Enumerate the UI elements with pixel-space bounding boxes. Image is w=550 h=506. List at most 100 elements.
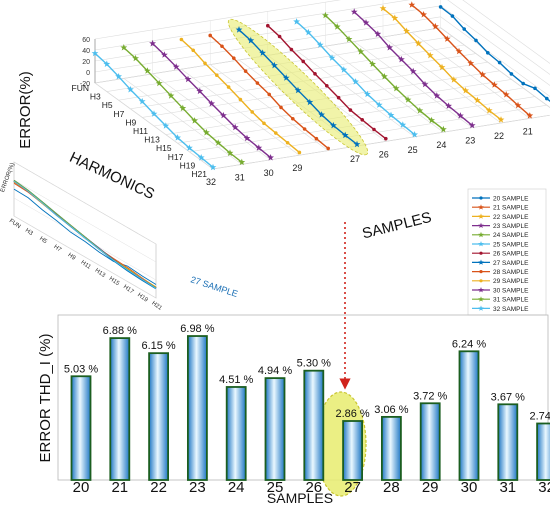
series-point — [462, 27, 467, 31]
series-31 — [120, 44, 246, 166]
series-point — [203, 61, 207, 66]
series-point — [432, 22, 439, 30]
legend-marker — [478, 259, 484, 265]
bar-value-label: 5.03 % — [64, 363, 98, 375]
harmonic-tick-label: H3 — [90, 92, 101, 102]
series-point — [271, 61, 278, 69]
series-point — [450, 76, 458, 83]
z-tick-label: 40 — [82, 48, 90, 55]
series-25 — [293, 18, 418, 138]
series-point — [203, 128, 210, 136]
series-26 — [266, 23, 388, 141]
series-point — [91, 49, 99, 57]
bar-rect — [342, 420, 364, 481]
legend-marker — [478, 222, 484, 228]
series-point — [247, 36, 255, 44]
inset-series-line — [13, 179, 157, 289]
series-point — [333, 23, 341, 30]
series-point — [485, 106, 493, 114]
inset-series-line — [13, 180, 157, 289]
legend-label: 27 SAMPLE — [493, 260, 529, 267]
bar-category-label: 32 — [538, 479, 550, 496]
z-axis-label: ERROR(%) — [17, 71, 34, 149]
inset-tick-label: H5 — [38, 236, 48, 246]
legend-entry: 28 SAMPLE — [472, 269, 529, 276]
series-29 — [179, 37, 302, 155]
bar-rect — [536, 422, 550, 481]
series-point — [479, 71, 486, 78]
bar-plot-frame — [57, 314, 549, 481]
inset-tick-label: H19 — [136, 292, 149, 304]
series-point — [179, 104, 187, 112]
bar-rect — [497, 403, 519, 481]
series-point — [328, 54, 336, 61]
bars-group: 5.03 % 20 6.88 % 21 6.15 % 22 6.98 % 23 4.51 % 24… — [64, 323, 550, 496]
legend-entry: 26 SAMPLE — [472, 251, 529, 258]
bar-value-label: 3.06 % — [374, 404, 408, 416]
series-point — [167, 92, 175, 99]
inset-tick-label: FUN — [8, 218, 22, 230]
sample-tick-label: 30 — [264, 168, 274, 178]
inset-frame — [13, 161, 157, 299]
series-point — [491, 81, 498, 88]
series-point — [387, 111, 395, 119]
series-point — [408, 1, 416, 8]
bar-25: 4.94 % 25 — [258, 365, 292, 496]
series-point — [184, 75, 192, 83]
series-point — [545, 96, 549, 101]
series-point — [314, 136, 319, 141]
series-point — [214, 139, 222, 146]
series-point — [150, 110, 158, 117]
legend-label: 32 SAMPLE — [493, 306, 529, 313]
legend: 20 SAMPLE 21 SAMPLE 22 SAMPLE 23 SAMPLE 24 S… — [467, 188, 547, 316]
inset-tick-label: H9 — [67, 252, 77, 262]
series-point — [404, 96, 412, 103]
series-point — [457, 112, 464, 119]
series-point — [266, 23, 270, 28]
series-point — [306, 98, 314, 106]
series-point — [191, 117, 198, 124]
series-point — [426, 51, 434, 59]
series-point — [340, 66, 348, 73]
wall-grid-line — [440, 5, 550, 86]
bar-category-label: 21 — [111, 479, 128, 496]
series-point — [220, 111, 227, 119]
series-30 — [149, 39, 274, 161]
inset-annotation: 27 SAMPLE — [189, 274, 239, 299]
bar-24: 4.51 % 24 — [219, 374, 253, 496]
series-point — [348, 108, 353, 112]
inset-series-line — [13, 182, 157, 288]
legend-marker — [479, 196, 483, 200]
series-point — [372, 127, 376, 132]
legend-entry: 29 SAMPLE — [472, 278, 529, 285]
legend-label: 22 SAMPLE — [493, 214, 529, 221]
legend-marker — [478, 204, 484, 210]
inset-grid-line — [13, 161, 157, 245]
bar-31: 3.67 % 31 — [491, 391, 525, 496]
bar-value-label: 4.94 % — [258, 365, 292, 377]
series-point — [226, 85, 231, 89]
bar-y-label: ERROR THD_I (%) — [37, 334, 54, 463]
legend-label: 28 SAMPLE — [493, 269, 529, 276]
legend-entry: 22 SAMPLE — [472, 213, 529, 221]
legend-marker — [478, 231, 484, 238]
harmonic-tick-label: H17 — [168, 152, 184, 162]
sample-tick-label: 27 — [350, 154, 360, 164]
legend-label: 31 SAMPLE — [493, 297, 529, 304]
series-point — [209, 163, 217, 171]
series-point — [533, 86, 537, 91]
harmonic-tick-label: H7 — [114, 109, 125, 119]
series-point — [243, 69, 248, 73]
bar-value-label: 6.98 % — [180, 323, 214, 335]
series-point — [502, 91, 510, 98]
series-point — [302, 127, 307, 131]
series-point — [455, 47, 463, 55]
series-point — [305, 28, 312, 36]
series-point — [443, 35, 451, 42]
inset-tick-label: H17 — [122, 284, 135, 296]
series-point — [497, 116, 505, 123]
series-point — [232, 56, 236, 60]
